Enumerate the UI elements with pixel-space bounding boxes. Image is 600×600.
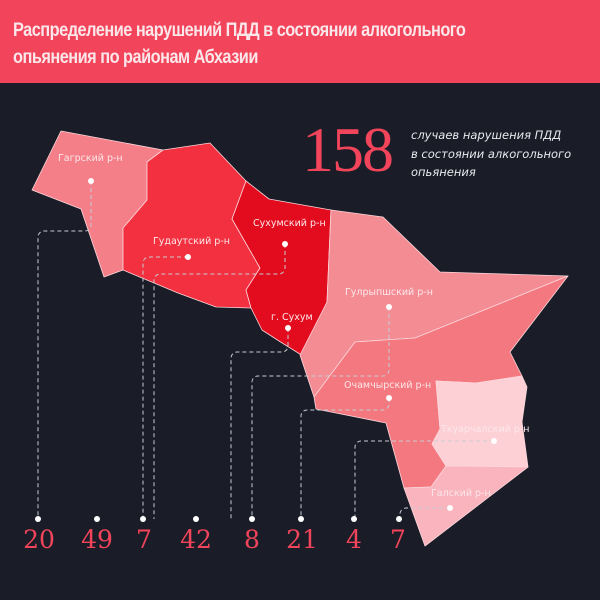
leader-sukhumi-district [153,244,286,519]
page-title: Распределение нарушений ПДД в состоянии … [13,17,512,71]
label-sukhum-city: г. Сухум [271,312,313,323]
count-gudauta: 49 [81,525,113,554]
region-sukhumi-district[interactable] [231,180,332,357]
leader-gagra [37,181,92,519]
count-ochamchira: 21 [286,525,318,554]
region-tkvarcheli[interactable] [431,375,529,468]
caption-line-1: случаев нарушения ПДД [411,128,562,142]
count-gulripsh: 8 [244,525,260,554]
leader-gulripsh [251,307,390,519]
total-count: 158 [302,114,394,185]
region-gali[interactable] [403,465,529,547]
header-banner: Распределение нарушений ПДД в состоянии … [0,0,600,83]
count-sukhum-city: 42 [180,525,212,554]
leader-gali [399,507,450,519]
leader-tkvarcheli [354,440,494,519]
leader-sukhum-city [230,328,289,519]
label-tkvarcheli: Ткуарчалский р-н [441,424,530,435]
label-gulripsh: Гулрыпшский р-н [345,287,433,298]
count-gali: 7 [390,525,406,554]
leader-gudauta [142,256,188,519]
label-gudauta: Гудаутский р-н [153,236,230,247]
count-sukhumi-district: 7 [136,525,152,554]
count-gagra: 20 [23,525,55,554]
label-gali: Галский р-н [431,488,491,499]
label-gagra: Гагрский р-н [58,153,123,164]
label-sukhumi-district: Сухумский р-н [253,218,326,229]
leader-ochamchira [300,398,390,519]
label-ochamchira: Очамчырский р-н [344,380,432,391]
caption-line-2: в состоянии алкогольного [411,146,572,161]
title-line-2: опьянения по районам Абхазии [13,47,258,68]
count-tkvarcheli: 4 [346,525,362,554]
title-line-1: Распределение нарушений ПДД в состоянии … [13,20,466,41]
caption-line-3: опьянения [411,165,476,179]
total-caption: случаев нарушения ПДД в состоянии алкого… [411,126,571,182]
